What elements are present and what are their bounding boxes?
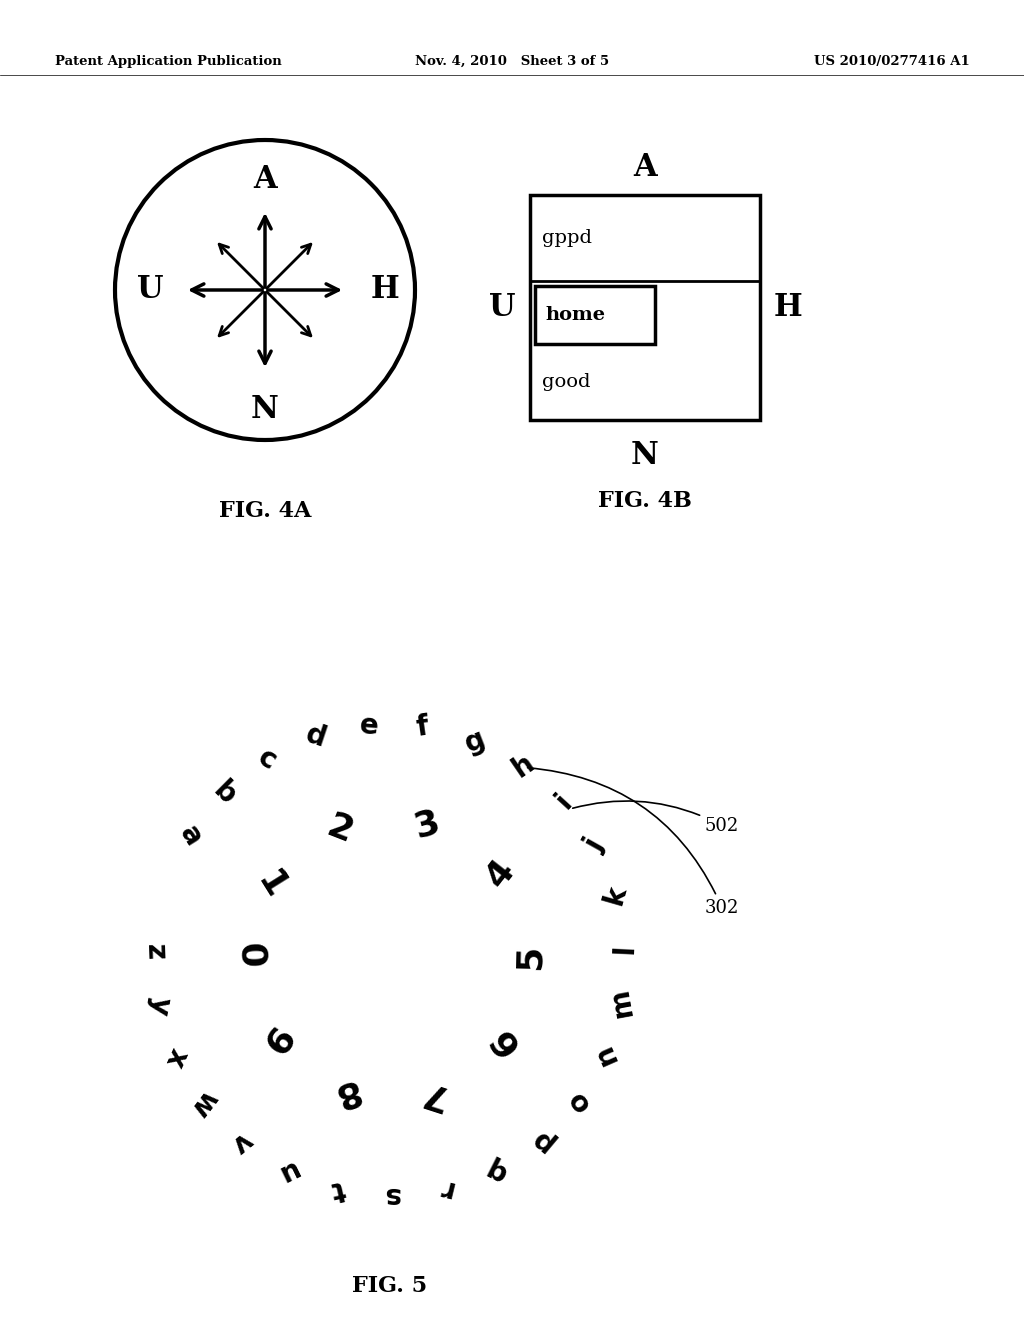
Text: Nov. 4, 2010   Sheet 3 of 5: Nov. 4, 2010 Sheet 3 of 5 <box>415 55 609 69</box>
Text: g: g <box>461 725 489 758</box>
Text: 8: 8 <box>328 1073 362 1113</box>
Text: o: o <box>561 1085 595 1117</box>
Text: A: A <box>253 165 276 195</box>
Bar <box>530 195 760 420</box>
Text: 4: 4 <box>479 854 521 894</box>
Text: i: i <box>550 788 578 814</box>
Text: U: U <box>137 275 163 305</box>
Text: z: z <box>141 944 169 961</box>
Text: b: b <box>208 776 242 810</box>
Text: U: U <box>488 292 515 323</box>
Text: 302: 302 <box>527 768 739 917</box>
Text: k: k <box>600 883 632 908</box>
Text: good: good <box>542 374 591 391</box>
Text: e: e <box>358 711 379 741</box>
Text: h: h <box>507 748 539 783</box>
Text: w: w <box>185 1085 223 1122</box>
Text: gppd: gppd <box>542 228 592 247</box>
Text: s: s <box>383 1181 400 1209</box>
Bar <box>535 285 654 345</box>
Text: x: x <box>160 1043 193 1071</box>
Text: Patent Application Publication: Patent Application Publication <box>55 55 282 69</box>
Text: p: p <box>524 1123 558 1158</box>
Text: N: N <box>631 440 658 470</box>
Text: 1: 1 <box>250 866 292 906</box>
Text: r: r <box>435 1173 456 1204</box>
Text: 502: 502 <box>572 801 739 834</box>
Text: FIG. 4A: FIG. 4A <box>219 500 311 521</box>
Text: t: t <box>329 1173 347 1204</box>
Text: v: v <box>225 1126 257 1159</box>
Text: m: m <box>605 986 638 1019</box>
Text: j: j <box>581 834 609 857</box>
Text: A: A <box>633 152 656 182</box>
Text: u: u <box>272 1154 302 1188</box>
Text: 0: 0 <box>232 942 267 969</box>
Text: N: N <box>251 395 279 425</box>
Text: 2: 2 <box>322 809 357 850</box>
Text: FIG. 4B: FIG. 4B <box>598 490 692 512</box>
Text: f: f <box>415 713 431 742</box>
Text: q: q <box>481 1152 511 1187</box>
Text: home: home <box>545 306 605 323</box>
Text: a: a <box>174 820 208 851</box>
Text: 3: 3 <box>411 805 443 845</box>
Text: FIG. 5: FIG. 5 <box>352 1275 428 1298</box>
Text: H: H <box>773 292 803 323</box>
Text: d: d <box>302 721 330 754</box>
Text: H: H <box>371 275 399 305</box>
Text: US 2010/0277416 A1: US 2010/0277416 A1 <box>814 55 970 69</box>
Text: 7: 7 <box>416 1073 451 1113</box>
Text: n: n <box>589 1039 623 1069</box>
Text: l: l <box>610 942 639 954</box>
Text: 9: 9 <box>254 1019 296 1060</box>
Text: y: y <box>144 994 175 1018</box>
Text: 5: 5 <box>513 944 547 970</box>
Text: c: c <box>253 743 282 776</box>
Text: 6: 6 <box>483 1020 525 1061</box>
